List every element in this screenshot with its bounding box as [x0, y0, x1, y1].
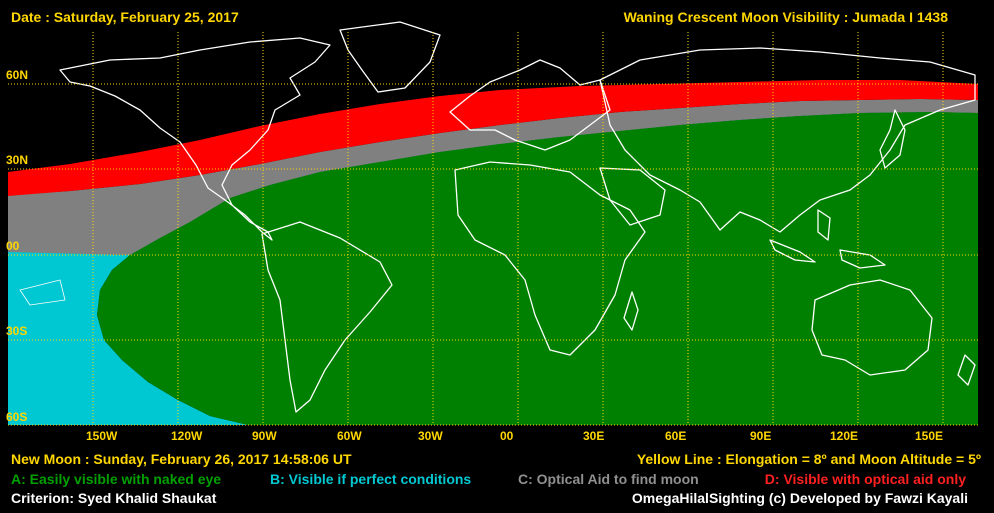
- lon-label-60w: 60W: [337, 429, 362, 443]
- criterion-label: Criterion: Syed Khalid Shaukat: [11, 490, 216, 506]
- lon-label-150w: 150W: [86, 429, 117, 443]
- lon-label-90w: 90W: [252, 429, 277, 443]
- legend-a: A: Easily visible with naked eye: [11, 471, 221, 487]
- lon-label-30e: 30E: [583, 429, 604, 443]
- new-moon-label: New Moon : Sunday, February 26, 2017 14:…: [11, 451, 352, 467]
- credit-label: OmegaHilalSighting (c) Developed by Fawz…: [632, 490, 968, 506]
- lon-label-0: 00: [500, 429, 513, 443]
- yellow-line-label: Yellow Line : Elongation = 8º and Moon A…: [637, 451, 981, 467]
- lat-label-30n: 30N: [6, 153, 28, 167]
- lon-label-150e: 150E: [915, 429, 943, 443]
- lon-label-30w: 30W: [418, 429, 443, 443]
- lat-label-60s: 60S: [6, 410, 27, 424]
- lat-label-equator: 00: [6, 239, 19, 253]
- legend-d: D: Visible with optical aid only: [765, 471, 966, 487]
- lon-label-120w: 120W: [171, 429, 202, 443]
- lat-label-30s: 30S: [6, 324, 27, 338]
- lat-label-60n: 60N: [6, 68, 28, 82]
- legend-b: B: Visible if perfect conditions: [270, 471, 471, 487]
- legend-c: C: Optical Aid to find moon: [518, 471, 699, 487]
- lon-label-120e: 120E: [830, 429, 858, 443]
- lon-label-60e: 60E: [665, 429, 686, 443]
- lon-label-90e: 90E: [750, 429, 771, 443]
